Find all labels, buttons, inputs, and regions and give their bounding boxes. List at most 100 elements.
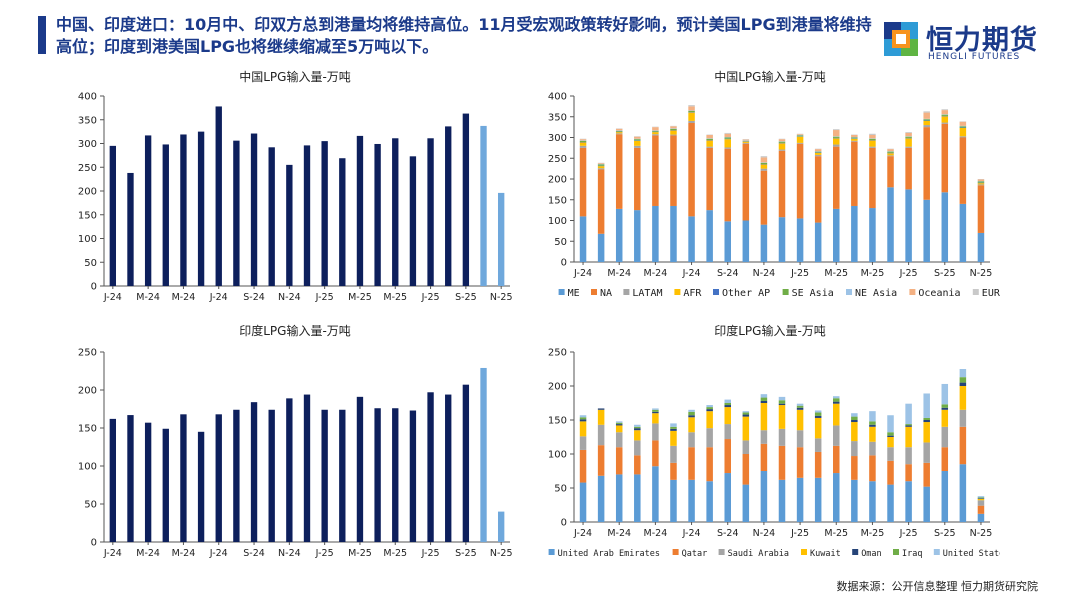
stacked-bar-segment	[887, 432, 894, 436]
stacked-bar-segment	[670, 426, 677, 429]
y-tick-label: 0	[91, 282, 97, 293]
stacked-bar-segment	[688, 112, 695, 121]
chart-china-source-svg: 0 50 100 150 200 250 300 350 400 J-24 M-24 M-24 J-24…	[548, 92, 1000, 300]
bar	[339, 158, 346, 286]
x-tick-label: N-24	[278, 292, 301, 303]
chart-title: 中国LPG输入量-万吨	[239, 70, 351, 84]
stacked-bar-segment	[959, 426, 967, 465]
x-tick-label: N-25	[490, 548, 513, 559]
stacked-bar-segment	[652, 132, 659, 135]
stacked-bar-segment	[634, 426, 641, 429]
y-tick-label: 50	[554, 237, 567, 248]
stacked-bar-segment	[652, 413, 659, 424]
stacked-bar-segment	[796, 447, 804, 478]
stacked-bar-segment	[923, 111, 930, 113]
x-tick-label: M-25	[861, 528, 885, 539]
stacked-bar-segment	[760, 403, 768, 431]
stacked-bar-segment	[905, 138, 912, 147]
stacked-bar-segment	[869, 146, 876, 148]
stacked-bar-segment	[796, 142, 804, 144]
stacked-bar-segment	[597, 475, 605, 522]
legend-swatch	[972, 289, 979, 295]
y-tick-label: 100	[78, 234, 97, 245]
bar	[374, 143, 381, 286]
stacked-bar-segment	[615, 132, 623, 134]
bar	[497, 511, 505, 542]
stacked-bar-segment	[941, 192, 949, 262]
stacked-bar-segment	[688, 415, 695, 418]
bar	[445, 394, 452, 542]
stacked-bar-segment	[959, 464, 967, 522]
stacked-bar-segment	[796, 403, 804, 406]
stacked-bar-segment	[634, 428, 641, 431]
x-tick-label: N-24	[753, 268, 776, 279]
stacked-bar-segment	[977, 498, 985, 499]
stacked-bar-segment	[814, 152, 822, 155]
stacked-bar-segment	[706, 447, 713, 482]
x-tick-label: S-25	[455, 292, 477, 303]
legend-label: Iraq	[902, 549, 922, 559]
y-tick-label: 50	[84, 500, 97, 511]
stacked-bar-segment	[959, 377, 967, 383]
stacked-bar-segment	[579, 145, 587, 148]
bar	[180, 134, 187, 286]
stacked-bar-segment	[579, 421, 587, 437]
stacked-bar-segment	[833, 129, 840, 131]
stacked-bar-segment	[742, 412, 750, 415]
stacked-bar-segment	[760, 471, 768, 522]
stacked-bar-segment	[869, 481, 876, 522]
stacked-bar-segment	[869, 133, 876, 136]
stacked-bar-segment	[579, 436, 587, 450]
stacked-bar-segment	[778, 217, 786, 262]
stacked-bar-segment	[579, 417, 587, 420]
stacked-bar-segment	[905, 481, 912, 522]
stacked-bar-segment	[579, 449, 587, 483]
stacked-bar-segment	[796, 218, 804, 262]
stacked-bar-segment	[887, 435, 894, 437]
stacked-bar-segment	[977, 513, 985, 522]
bar	[427, 138, 434, 286]
bar	[356, 135, 364, 286]
stacked-bar-segment	[887, 155, 894, 157]
page-headline: 中国、印度进口：10月中、印双方总到港量均将维持高位。11月受宏观政策转好影响，…	[56, 15, 872, 56]
x-tick-label: M-24	[607, 528, 631, 539]
stacked-bar-segment	[833, 396, 840, 399]
y-tick-label: 250	[78, 348, 97, 359]
stacked-bar-segment	[615, 421, 623, 423]
stacked-bar-segment	[579, 139, 587, 141]
stacked-bar-segment	[869, 424, 876, 427]
x-tick-label: J-25	[899, 528, 918, 539]
stacked-bar-segment	[778, 405, 786, 429]
x-tick-label: M-24	[644, 528, 668, 539]
stacked-bar-segment	[742, 139, 750, 141]
stacked-bar-segment	[706, 147, 713, 211]
stacked-bar-segment	[905, 147, 912, 190]
stacked-bar-segment	[887, 447, 894, 461]
x-tick-label: S-24	[717, 528, 739, 539]
stacked-bar-segment	[977, 184, 985, 186]
stacked-bar-segment	[760, 164, 768, 169]
stacked-bar-segment	[941, 447, 949, 471]
stacked-bar-segment	[760, 170, 768, 225]
stacked-bar-segment	[941, 116, 949, 123]
brand-logo: 恒力期货 HENGLI FUTURES	[880, 16, 1070, 62]
stacked-bar-segment	[851, 413, 858, 417]
stacked-bar-segment	[887, 156, 894, 188]
stacked-bar-segment	[724, 407, 731, 425]
stacked-bar-segment	[597, 164, 605, 166]
x-tick-label: M-25	[824, 528, 848, 539]
stacked-bar-segment	[724, 473, 731, 522]
stacked-bar-segment	[634, 136, 641, 139]
stacked-bar-segment	[615, 425, 623, 433]
y-tick-label: 250	[548, 348, 567, 359]
stacked-bar-segment	[688, 120, 695, 123]
legend-label: AFR	[683, 288, 702, 299]
stacked-bar-segment	[923, 462, 930, 487]
stacked-bar-segment	[724, 133, 731, 138]
stacked-bar-segment	[579, 147, 587, 217]
x-tick-label: M-24	[172, 292, 196, 303]
stacked-bar-segment	[869, 140, 876, 147]
chart-india-source: 印度LPG输入量-万吨 0 50 100 150 200 250 J-24 M-24 M-24 J…	[540, 322, 1000, 567]
stacked-bar-segment	[597, 233, 605, 262]
stacked-bar-segment	[833, 138, 840, 145]
